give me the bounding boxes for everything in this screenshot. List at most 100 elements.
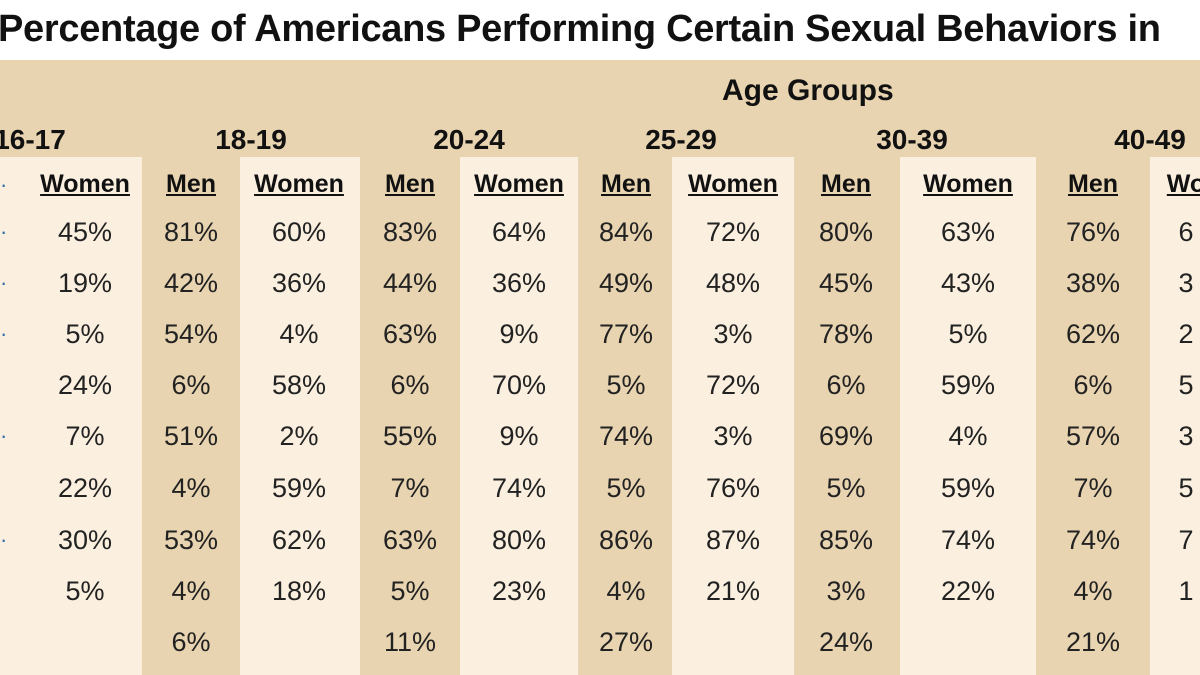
table-cell: 6% [1073,370,1113,400]
age-group-label: 16-17 [0,124,66,155]
table-cell: 64% [491,217,547,247]
table-cell: 3% [826,576,866,606]
table-cell: 21% [705,576,761,606]
column-band [900,157,1036,675]
table-cell: 5 [1178,473,1194,503]
table-cell: 5% [606,370,646,400]
table-cell: 44% [382,268,438,298]
table-cell: 4% [1073,576,1113,606]
table-cell: 2% [279,421,319,451]
table-cell: 19% [57,268,113,298]
table-cell: 5% [65,576,105,606]
table-cell: 21% [1065,627,1121,657]
column-band [578,157,672,675]
clipped-cell-mark: · [0,321,8,346]
table-cell: 74% [1065,525,1121,555]
sex-column-header: Men [821,170,871,198]
table-cell: 72% [705,217,761,247]
table-cell: 80% [491,525,547,555]
table-cell: 7% [390,473,430,503]
clipped-cell-mark: · [0,423,8,448]
table-cell: 74% [940,525,996,555]
table-cell: 22% [940,576,996,606]
column-band [0,157,142,675]
table-cell: 6% [390,370,430,400]
table-cell: 5% [948,319,988,349]
age-groups-header: Age Groups [722,74,894,107]
sex-column-header: Women [688,170,778,198]
table-cell: 4% [171,473,211,503]
table-cell: 45% [57,217,113,247]
column-band [360,157,460,675]
table-cell: 2 [1178,319,1194,349]
clipped-header-mark: · [0,172,8,197]
age-group-label: 30-39 [876,124,948,155]
table-cell: 3 [1178,421,1194,451]
table-cell: 3% [713,319,753,349]
table-cell: 4% [279,319,319,349]
table-cell: 43% [940,268,996,298]
table-cell: 53% [163,525,219,555]
sex-column-header: Women [923,170,1013,198]
table-cell: 5% [390,576,430,606]
table-cell: 83% [382,217,438,247]
sex-column-header: Men [385,170,435,198]
column-band [1150,157,1200,675]
table-cell: 78% [818,319,874,349]
table-cell: 77% [598,319,654,349]
table-cell: 86% [598,525,654,555]
table-cell: 49% [598,268,654,298]
table-cell: 36% [271,268,327,298]
column-band [794,157,900,675]
column-band [142,157,240,675]
sex-column-header: Men [166,170,216,198]
table-cell: 54% [163,319,219,349]
table-cell: 85% [818,525,874,555]
table-cell: 59% [940,370,996,400]
table-cell: 45% [818,268,874,298]
table-cell: 80% [818,217,874,247]
table-cell: 84% [598,217,654,247]
table-cell: 7% [65,421,105,451]
table-cell: 63% [940,217,996,247]
table-cell: 22% [57,473,113,503]
table-cell: 87% [705,525,761,555]
table-cell: 36% [491,268,547,298]
table-cell: 63% [382,319,438,349]
chart-title: Percentage of Americans Performing Certa… [0,8,1161,50]
column-band [1036,157,1150,675]
table-cell: 6% [826,370,866,400]
table-cell: 6% [171,370,211,400]
table-cell: 63% [382,525,438,555]
sex-column-header: Women [474,170,564,198]
table-cell: 72% [705,370,761,400]
table-cell: 74% [491,473,547,503]
table-cell: 42% [163,268,219,298]
table-cell: 11% [383,627,437,657]
table-cell: 5 [1178,370,1194,400]
table-cell: 76% [705,473,761,503]
clipped-cell-mark: · [0,270,8,295]
table-cell: 81% [163,217,219,247]
table-cell: 9% [499,319,539,349]
sex-column-header: Men [601,170,651,198]
table-cell: 70% [491,370,547,400]
table-cell: 7% [1073,473,1113,503]
table-cell: 24% [818,627,874,657]
table-cell: 5% [826,473,866,503]
sex-column-header: Wo [1166,170,1200,198]
age-group-label: 20-24 [433,124,505,155]
table-cell: 6% [171,627,211,657]
table-cell: 3 [1178,268,1194,298]
table-cell: 55% [382,421,438,451]
age-group-label: 25-29 [645,124,717,155]
sex-column-header: Men [1068,170,1118,198]
table-cell: 59% [271,473,327,503]
table-cell: 48% [705,268,761,298]
table-cell: 3% [713,421,753,451]
column-band [240,157,360,675]
data-table: Age Groups 16-17 18-19 20-24 25-29 30-39 40-4… [0,60,1200,675]
table-cell: 6 [1178,217,1194,247]
table-cell: 5% [65,319,105,349]
table-cell: 4% [606,576,646,606]
